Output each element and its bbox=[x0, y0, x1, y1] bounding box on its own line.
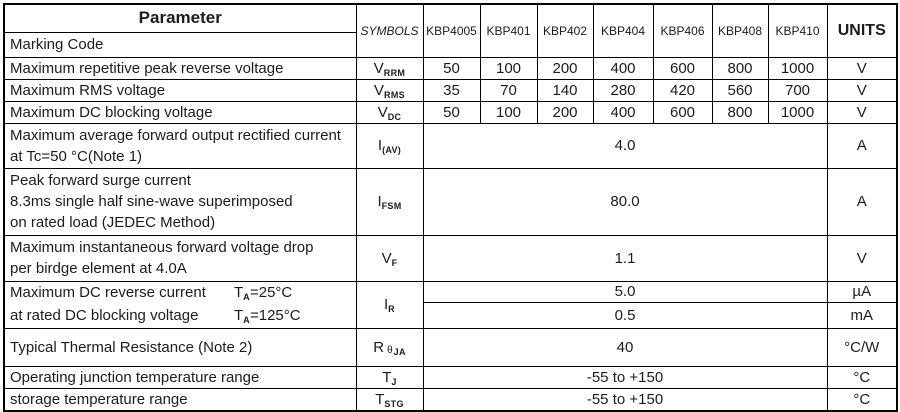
rthja-value: 40 bbox=[422, 327, 828, 367]
vrms-value-0: 35 bbox=[422, 78, 481, 102]
tj-unit: °C bbox=[826, 365, 898, 389]
ir-condition-25c: TA=25°C bbox=[234, 283, 293, 302]
vdc-symbol: VDC bbox=[355, 100, 424, 124]
vrms-symbol: VRMS bbox=[355, 78, 424, 102]
model-header-kbp406: KBP406 bbox=[652, 3, 713, 58]
vdc-value-0: 50 bbox=[422, 100, 481, 124]
tstg-parameter: storage temperature range bbox=[3, 387, 357, 411]
vrms-value-1: 70 bbox=[479, 78, 538, 102]
vrms-unit: V bbox=[826, 78, 898, 102]
vrms-value-3: 280 bbox=[592, 78, 654, 102]
vf-symbol: VF bbox=[355, 234, 424, 282]
tj-value: -55 to +150 bbox=[422, 365, 828, 389]
vf-unit: V bbox=[826, 234, 898, 282]
vrms-value-2: 140 bbox=[536, 78, 594, 102]
vrrm-value-5: 800 bbox=[711, 56, 769, 80]
model-header-kbp401: KBP401 bbox=[479, 3, 538, 58]
vdc-parameter: Maximum DC blocking voltage bbox=[3, 100, 357, 124]
parameter-header: Parameter bbox=[3, 3, 357, 33]
ir-value-125c: 0.5 bbox=[422, 301, 828, 329]
tstg-value: -55 to +150 bbox=[422, 387, 828, 411]
marking-code-cell: Marking Code bbox=[3, 31, 357, 58]
iav-value: 4.0 bbox=[422, 122, 828, 169]
ifsm-symbol: IFSM bbox=[355, 167, 424, 236]
ir-parameter: Maximum DC reverse current TA=25°C at rat… bbox=[3, 280, 357, 329]
vdc-value-4: 600 bbox=[652, 100, 713, 124]
vf-value: 1.1 bbox=[422, 234, 828, 282]
vrrm-unit: V bbox=[826, 56, 898, 80]
vdc-value-3: 400 bbox=[592, 100, 654, 124]
rthja-unit: °C/W bbox=[826, 327, 898, 367]
vdc-value-2: 200 bbox=[536, 100, 594, 124]
vrrm-value-4: 600 bbox=[652, 56, 713, 80]
tj-parameter: Operating junction temperature range bbox=[3, 365, 357, 389]
datasheet-ratings-table-container: Parameter SYMBOLS KBP4005 KBP401 KBP402 … bbox=[3, 3, 898, 412]
ir-value-25c: 5.0 bbox=[422, 280, 828, 303]
model-header-kbp410: KBP410 bbox=[767, 3, 828, 58]
tj-symbol: TJ bbox=[355, 365, 424, 389]
vrrm-parameter: Maximum repetitive peak reverse voltage bbox=[3, 56, 357, 80]
model-header-kbp408: KBP408 bbox=[711, 3, 769, 58]
vrrm-value-3: 400 bbox=[592, 56, 654, 80]
vrms-value-5: 560 bbox=[711, 78, 769, 102]
ir-unit-25c: µA bbox=[826, 280, 898, 303]
model-header-kbp402: KBP402 bbox=[536, 3, 594, 58]
iav-unit: A bbox=[826, 122, 898, 169]
ir-symbol: IR bbox=[355, 280, 424, 329]
vrrm-value-6: 1000 bbox=[767, 56, 828, 80]
rthja-parameter: Typical Thermal Resistance (Note 2) bbox=[3, 327, 357, 367]
vf-parameter: Maximum instantaneous forward voltage dr… bbox=[3, 234, 357, 282]
ifsm-value: 80.0 bbox=[422, 167, 828, 236]
ifsm-unit: A bbox=[826, 167, 898, 236]
ifsm-parameter: Peak forward surge current 8.3ms single … bbox=[3, 167, 357, 236]
vrrm-value-2: 200 bbox=[536, 56, 594, 80]
units-header: UNITS bbox=[826, 3, 898, 58]
tstg-symbol: TSTG bbox=[355, 387, 424, 411]
vrrm-value-1: 100 bbox=[479, 56, 538, 80]
vrrm-value-0: 50 bbox=[422, 56, 481, 80]
ir-condition-125c: TA=125°C bbox=[234, 306, 301, 325]
vdc-value-6: 1000 bbox=[767, 100, 828, 124]
symbols-header: SYMBOLS bbox=[355, 3, 424, 58]
model-header-kbp404: KBP404 bbox=[592, 3, 654, 58]
vdc-value-1: 100 bbox=[479, 100, 538, 124]
vrms-value-6: 700 bbox=[767, 78, 828, 102]
vrms-parameter: Maximum RMS voltage bbox=[3, 78, 357, 102]
ir-unit-125c: mA bbox=[826, 301, 898, 329]
iav-parameter: Maximum average forward output rectified… bbox=[3, 122, 357, 169]
model-header-kbp4005: KBP4005 bbox=[422, 3, 481, 58]
vdc-unit: V bbox=[826, 100, 898, 124]
spec-table: Parameter SYMBOLS KBP4005 KBP401 KBP402 … bbox=[3, 3, 898, 412]
vdc-value-5: 800 bbox=[711, 100, 769, 124]
tstg-unit: °C bbox=[826, 387, 898, 411]
vrrm-symbol: VRRM bbox=[355, 56, 424, 80]
iav-symbol: I(AV) bbox=[355, 122, 424, 169]
vrms-value-4: 420 bbox=[652, 78, 713, 102]
